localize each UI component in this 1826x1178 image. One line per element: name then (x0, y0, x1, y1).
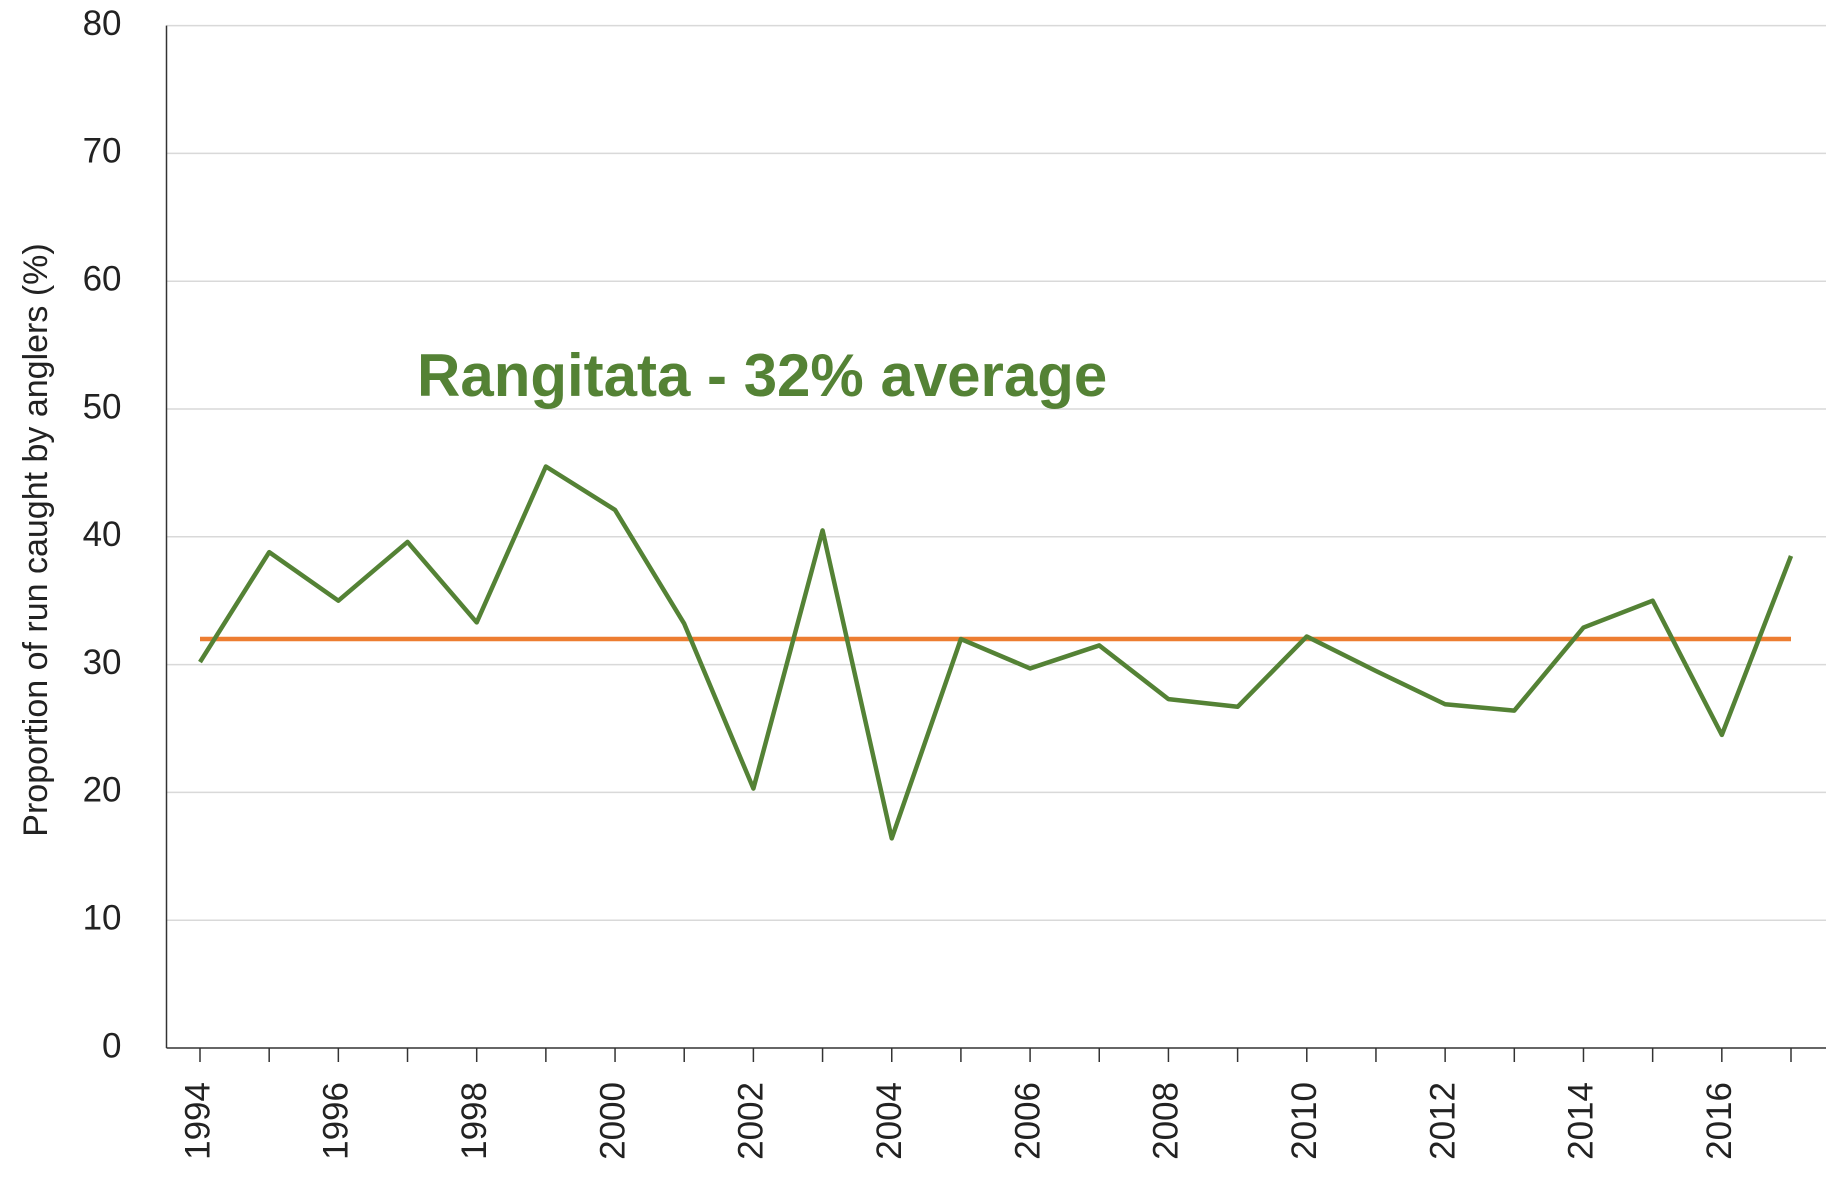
y-axis-label: Proportion of run caught by anglers (%) (17, 243, 55, 836)
x-tick-label: 1996 (317, 1082, 356, 1160)
x-tick-label: 2006 (1008, 1082, 1047, 1160)
y-tick-label: 70 (83, 132, 122, 171)
x-tick-label: 2010 (1285, 1082, 1324, 1160)
y-tick-label: 50 (83, 387, 122, 426)
annotation: Rangitata - 32% average (417, 342, 1107, 409)
x-tick-label: 2000 (593, 1082, 632, 1160)
y-tick-label: 0 (102, 1026, 121, 1065)
x-tick-label: 1998 (455, 1082, 494, 1160)
x-tick-label: 2014 (1562, 1082, 1601, 1160)
x-tick-label: 2012 (1423, 1082, 1462, 1160)
x-tick-label: 1994 (178, 1082, 217, 1160)
x-tick-label: 2002 (732, 1082, 771, 1160)
y-tick-label: 60 (83, 259, 122, 298)
x-tick-label: 2004 (870, 1082, 909, 1160)
y-tick-label: 80 (83, 4, 122, 43)
x-tick-label: 2008 (1147, 1082, 1186, 1160)
x-tick-label: 2016 (1700, 1082, 1739, 1160)
y-tick-label: 20 (83, 771, 122, 810)
y-tick-label: 10 (83, 898, 122, 937)
y-tick-label: 40 (83, 515, 122, 554)
data-line (198, 464, 1794, 841)
y-tick-label: 30 (83, 643, 122, 682)
